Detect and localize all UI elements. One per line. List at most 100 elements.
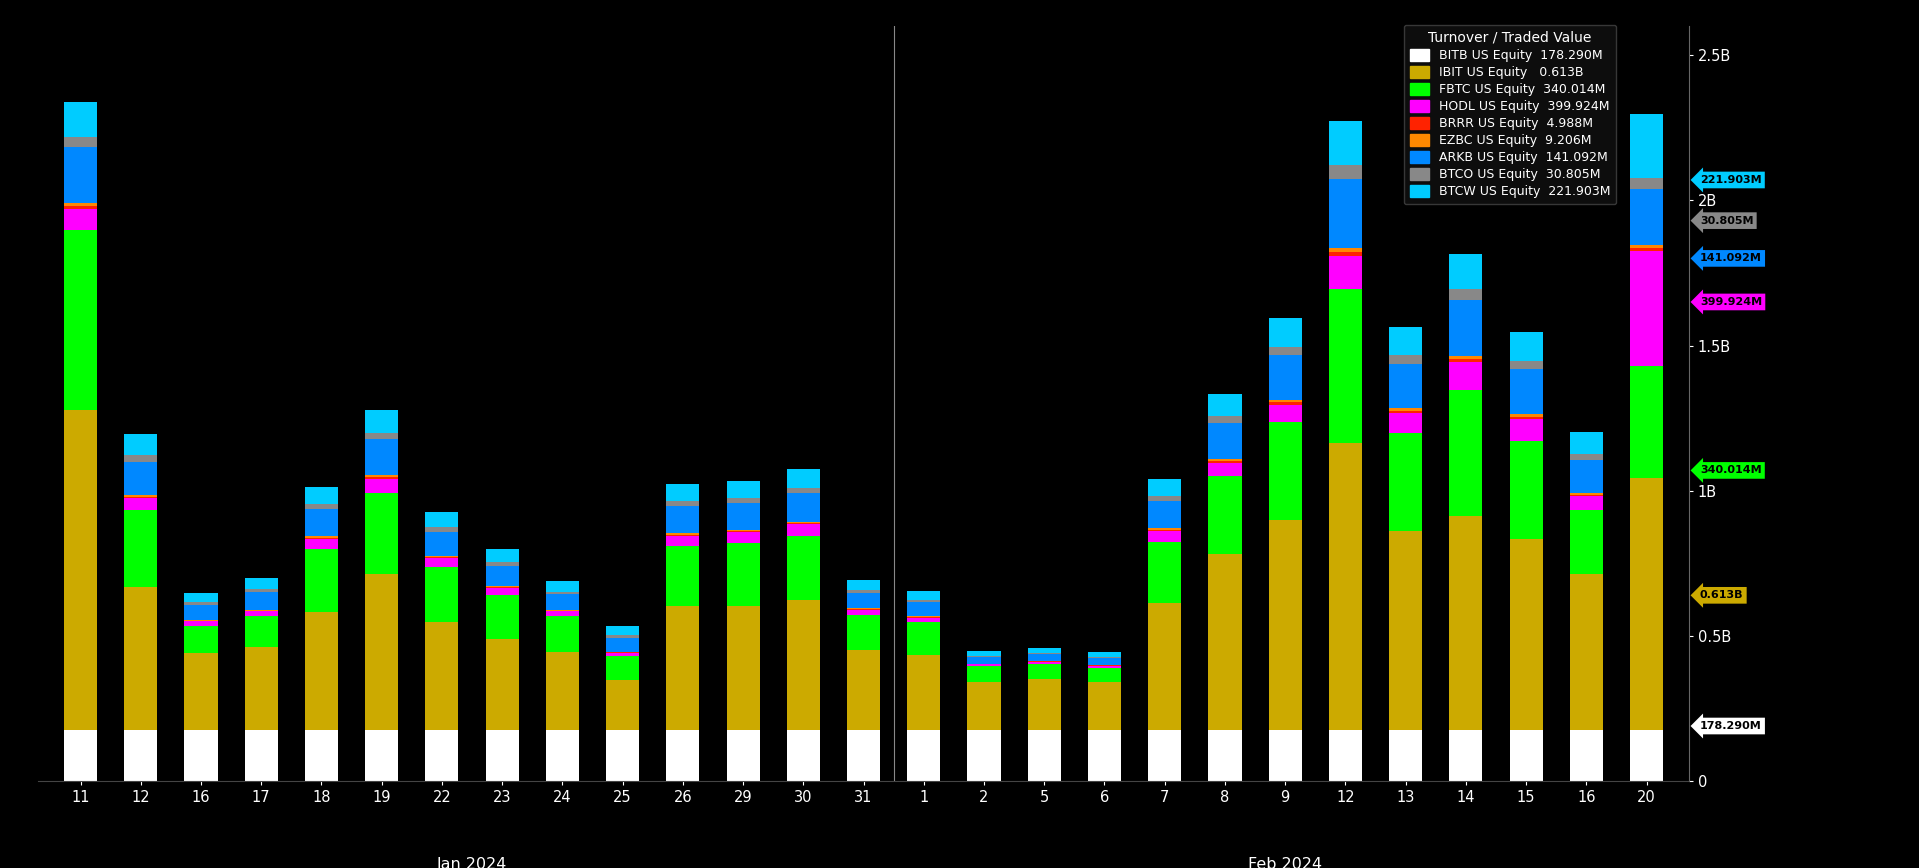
Bar bbox=[967, 651, 1000, 656]
Bar bbox=[305, 536, 338, 537]
Bar bbox=[1629, 478, 1664, 729]
Bar bbox=[1389, 432, 1422, 530]
Bar bbox=[365, 432, 399, 439]
Bar bbox=[1449, 356, 1483, 359]
Bar bbox=[545, 729, 580, 781]
Text: 178.290M: 178.290M bbox=[1700, 721, 1762, 731]
Bar bbox=[1389, 530, 1422, 729]
Bar bbox=[1510, 417, 1543, 419]
Bar bbox=[1209, 463, 1242, 477]
Bar bbox=[1209, 394, 1242, 417]
Bar bbox=[846, 609, 881, 615]
Bar bbox=[727, 543, 760, 606]
Bar bbox=[1209, 477, 1242, 554]
Bar bbox=[1389, 326, 1422, 355]
Bar bbox=[63, 729, 98, 781]
Bar bbox=[63, 148, 98, 202]
Bar bbox=[1629, 245, 1664, 248]
Bar bbox=[666, 729, 699, 781]
Text: 0.613B: 0.613B bbox=[1700, 590, 1742, 601]
Bar bbox=[787, 729, 819, 781]
Bar bbox=[1148, 479, 1182, 496]
Bar bbox=[1209, 729, 1242, 781]
Bar bbox=[1088, 657, 1121, 658]
Bar bbox=[1389, 729, 1422, 781]
Bar bbox=[1328, 122, 1362, 166]
Bar bbox=[967, 657, 1000, 664]
Bar bbox=[1389, 364, 1422, 408]
Bar bbox=[1510, 442, 1543, 539]
Bar bbox=[846, 593, 881, 608]
Bar bbox=[1148, 529, 1182, 531]
Bar bbox=[606, 638, 639, 652]
Bar bbox=[305, 729, 338, 781]
Bar bbox=[1449, 390, 1483, 516]
Bar bbox=[1328, 288, 1362, 444]
Bar bbox=[908, 602, 940, 616]
Bar bbox=[1209, 459, 1242, 461]
Text: 340.014M: 340.014M bbox=[1700, 465, 1762, 476]
Bar bbox=[1570, 510, 1602, 574]
Bar bbox=[666, 506, 699, 533]
Bar bbox=[486, 587, 518, 588]
Bar bbox=[545, 595, 580, 610]
Bar bbox=[125, 498, 157, 510]
Bar bbox=[1328, 248, 1362, 253]
Bar bbox=[967, 656, 1000, 657]
Bar bbox=[1629, 188, 1664, 245]
Bar bbox=[1029, 663, 1061, 679]
Bar bbox=[1570, 729, 1602, 781]
Bar bbox=[1088, 667, 1121, 681]
Bar bbox=[365, 493, 399, 574]
Bar bbox=[1629, 178, 1664, 188]
Bar bbox=[305, 509, 338, 536]
Bar bbox=[908, 591, 940, 600]
Bar bbox=[1629, 366, 1664, 478]
Bar bbox=[1570, 496, 1602, 510]
Bar bbox=[545, 591, 580, 595]
Bar bbox=[1209, 461, 1242, 463]
Bar bbox=[1570, 493, 1602, 495]
Bar bbox=[1088, 681, 1121, 729]
Bar bbox=[63, 230, 98, 410]
Bar bbox=[125, 456, 157, 462]
Bar bbox=[967, 664, 1000, 667]
Bar bbox=[1510, 539, 1543, 729]
Bar bbox=[1328, 179, 1362, 248]
Bar bbox=[1449, 729, 1483, 781]
Bar bbox=[606, 635, 639, 638]
Bar bbox=[727, 729, 760, 781]
Bar bbox=[365, 729, 399, 781]
Bar bbox=[727, 481, 760, 497]
Bar bbox=[63, 208, 98, 230]
Text: Feb 2024: Feb 2024 bbox=[1247, 857, 1322, 868]
Bar bbox=[727, 497, 760, 503]
Bar bbox=[246, 591, 278, 610]
Bar bbox=[1629, 248, 1664, 251]
Bar bbox=[365, 410, 399, 432]
Bar bbox=[846, 729, 881, 781]
Bar bbox=[727, 531, 760, 532]
Bar bbox=[1510, 414, 1543, 417]
Bar bbox=[1389, 413, 1422, 432]
Bar bbox=[1029, 679, 1061, 729]
Legend: BITB US Equity  178.290M, IBIT US Equity   0.613B, FBTC US Equity  340.014M, HOD: BITB US Equity 178.290M, IBIT US Equity … bbox=[1403, 25, 1616, 204]
Bar bbox=[846, 615, 881, 650]
Bar bbox=[727, 529, 760, 531]
Bar bbox=[787, 488, 819, 493]
Bar bbox=[1389, 408, 1422, 411]
Bar bbox=[246, 647, 278, 729]
Bar bbox=[125, 495, 157, 496]
Bar bbox=[967, 729, 1000, 781]
Bar bbox=[1449, 362, 1483, 390]
Bar bbox=[908, 654, 940, 729]
Bar bbox=[1029, 661, 1061, 663]
Bar bbox=[1029, 653, 1061, 654]
Bar bbox=[426, 532, 459, 556]
Bar bbox=[1029, 654, 1061, 661]
Bar bbox=[365, 574, 399, 729]
Bar bbox=[967, 667, 1000, 681]
Bar bbox=[1510, 729, 1543, 781]
Bar bbox=[846, 589, 881, 593]
Bar bbox=[1268, 355, 1301, 399]
